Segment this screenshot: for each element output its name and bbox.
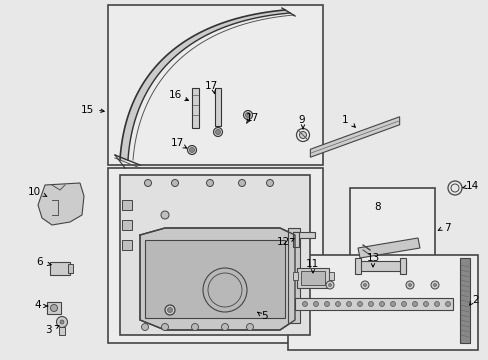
Circle shape (302, 302, 307, 306)
Bar (122, 200, 132, 210)
Polygon shape (140, 228, 294, 330)
Bar (287, 255, 477, 350)
Text: 11: 11 (305, 259, 318, 269)
Circle shape (206, 180, 213, 186)
Bar (215, 88, 221, 126)
Bar (399, 258, 405, 274)
Circle shape (368, 302, 373, 306)
Text: 4: 4 (35, 300, 41, 310)
Bar (354, 258, 360, 274)
Circle shape (213, 127, 222, 136)
Circle shape (215, 130, 220, 135)
Text: 2: 2 (472, 295, 478, 305)
Polygon shape (120, 10, 289, 160)
Text: 5: 5 (260, 311, 267, 321)
Circle shape (412, 302, 417, 306)
Bar (459, 258, 469, 343)
Circle shape (144, 180, 151, 186)
Circle shape (423, 302, 427, 306)
Circle shape (346, 302, 351, 306)
Bar (349, 188, 434, 263)
Circle shape (379, 302, 384, 306)
Bar (68, 264, 73, 273)
Bar (108, 168, 323, 343)
Circle shape (401, 302, 406, 306)
Circle shape (187, 145, 196, 154)
Polygon shape (310, 117, 399, 157)
Bar (287, 228, 299, 323)
Circle shape (357, 302, 362, 306)
Text: 12: 12 (276, 237, 289, 247)
Circle shape (171, 180, 178, 186)
Polygon shape (357, 238, 419, 258)
Text: 17: 17 (170, 138, 183, 148)
Circle shape (60, 320, 64, 324)
Bar (59, 327, 65, 335)
Circle shape (189, 148, 194, 153)
Circle shape (325, 281, 333, 289)
Circle shape (390, 302, 395, 306)
Circle shape (363, 284, 366, 287)
Bar (192, 88, 199, 128)
Bar (296, 268, 328, 288)
Text: 7: 7 (443, 223, 449, 233)
Circle shape (141, 324, 148, 330)
Bar (292, 272, 297, 280)
Text: 14: 14 (465, 181, 478, 191)
Bar (292, 232, 314, 238)
Bar (120, 175, 309, 335)
Text: 9: 9 (298, 115, 305, 125)
Text: 13: 13 (366, 253, 379, 263)
Text: 16: 16 (168, 90, 181, 100)
Bar (292, 232, 298, 247)
Circle shape (407, 284, 411, 287)
Circle shape (238, 180, 245, 186)
Circle shape (405, 281, 413, 289)
Circle shape (299, 131, 306, 139)
Bar (357, 261, 405, 271)
Circle shape (324, 302, 329, 306)
Circle shape (430, 281, 438, 289)
Circle shape (328, 284, 331, 287)
Circle shape (57, 316, 67, 328)
Circle shape (313, 302, 318, 306)
Text: 1: 1 (341, 115, 347, 125)
Circle shape (50, 305, 58, 311)
Bar (294, 298, 452, 310)
Bar (145, 240, 285, 318)
Circle shape (266, 180, 273, 186)
Text: 10: 10 (27, 187, 41, 197)
Text: 8: 8 (374, 202, 381, 212)
Circle shape (434, 302, 439, 306)
Text: 3: 3 (44, 325, 51, 335)
Bar (301, 271, 325, 285)
Circle shape (445, 302, 449, 306)
Bar (50, 262, 70, 275)
Circle shape (360, 281, 368, 289)
Circle shape (167, 307, 172, 312)
Circle shape (243, 111, 252, 120)
Text: 17: 17 (245, 113, 258, 123)
Circle shape (161, 324, 168, 330)
Bar (122, 220, 132, 230)
Bar (328, 272, 333, 280)
Polygon shape (38, 183, 84, 225)
Circle shape (164, 305, 175, 315)
Circle shape (245, 113, 250, 117)
Circle shape (246, 324, 253, 330)
Circle shape (433, 284, 436, 287)
Text: 6: 6 (37, 257, 43, 267)
Circle shape (221, 324, 228, 330)
Text: 15: 15 (80, 105, 93, 115)
Bar (47, 302, 61, 314)
Circle shape (161, 211, 169, 219)
Bar (108, 5, 323, 165)
Text: 17: 17 (204, 81, 217, 91)
Circle shape (191, 324, 198, 330)
Bar (122, 240, 132, 250)
Circle shape (335, 302, 340, 306)
